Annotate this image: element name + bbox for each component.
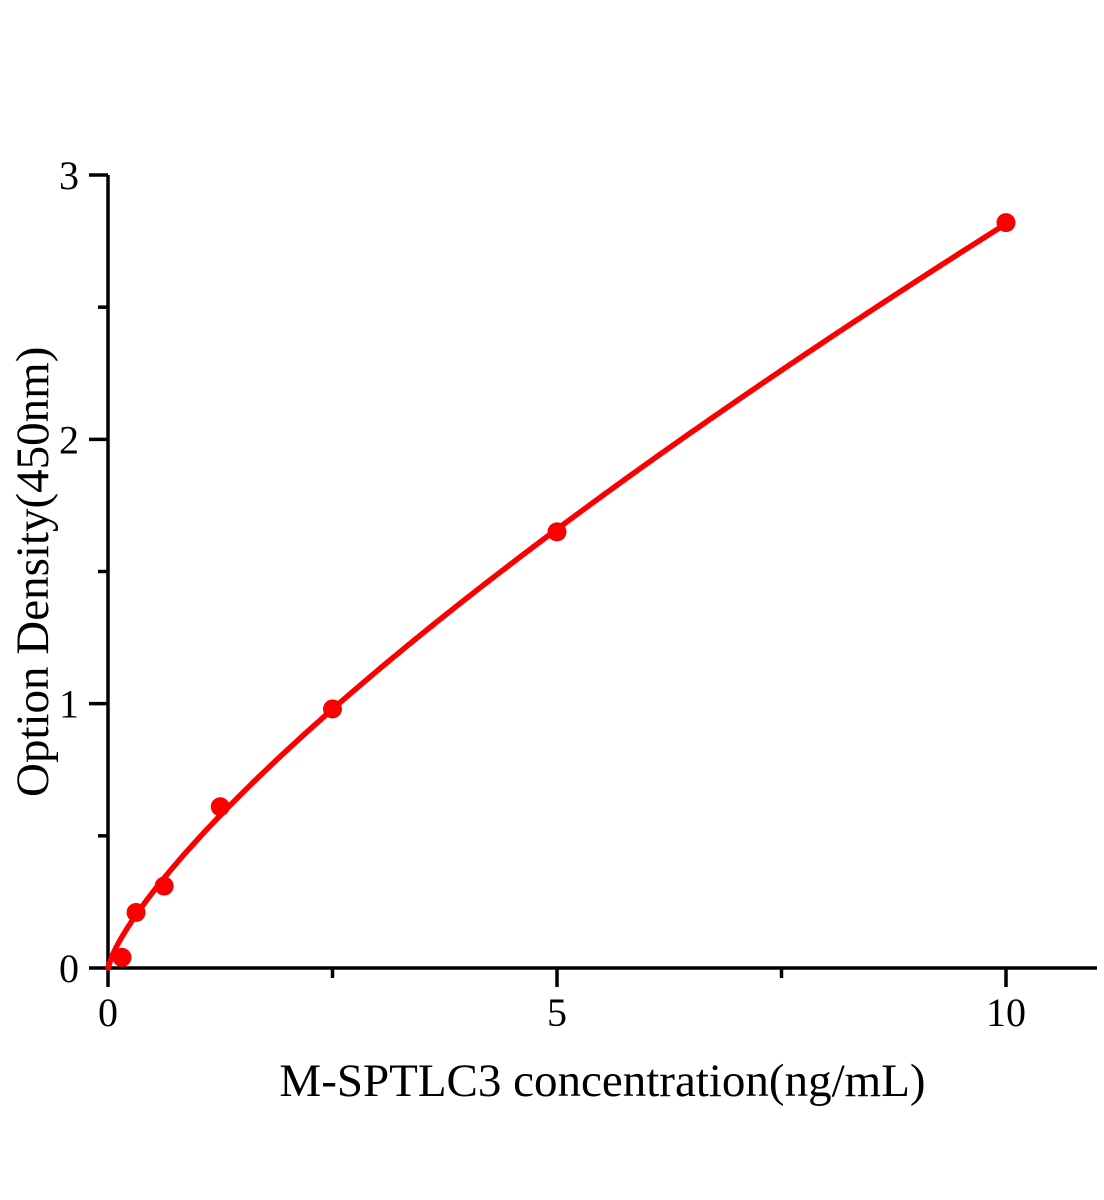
x-tick-label: 5 (547, 990, 567, 1035)
fit-curve-line (105, 221, 1009, 971)
y-tick-label: 3 (59, 153, 79, 198)
data-point-marker (323, 699, 342, 719)
y-tick-label: 1 (59, 682, 79, 727)
data-point-marker (154, 876, 174, 896)
x-axis-label: M-SPTLC3 concentration(ng/mL) (279, 1055, 926, 1107)
x-tick-label: 10 (986, 990, 1026, 1035)
y-tick-label: 2 (59, 417, 79, 462)
data-point-marker (547, 522, 567, 542)
data-point-marker (126, 902, 146, 922)
data-point-marker (210, 797, 230, 817)
y-tick-label: 0 (59, 946, 79, 991)
y-axis-label: Option Density(450nm) (7, 346, 59, 797)
data-point-marker (996, 213, 1016, 233)
data-point-marker (112, 947, 132, 967)
x-tick-label: 0 (98, 990, 118, 1035)
